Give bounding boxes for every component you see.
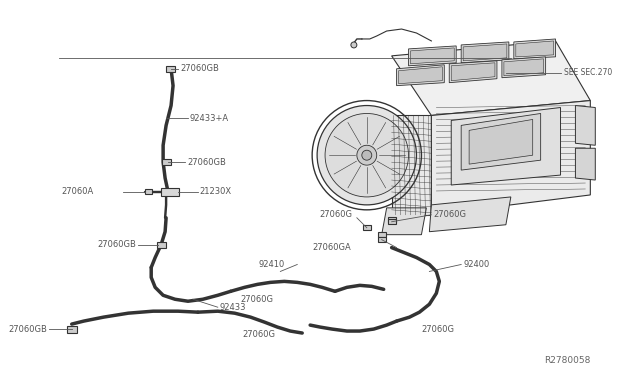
Polygon shape xyxy=(461,42,509,63)
Polygon shape xyxy=(449,61,497,83)
Text: 21230X: 21230X xyxy=(200,187,232,196)
Circle shape xyxy=(317,106,417,205)
Polygon shape xyxy=(431,100,590,215)
Text: 27060GB: 27060GB xyxy=(97,240,136,249)
Polygon shape xyxy=(399,67,442,84)
Text: 27060GB: 27060GB xyxy=(8,324,47,334)
Bar xyxy=(67,326,77,333)
Text: 27060A: 27060A xyxy=(61,187,93,196)
Text: 27060G: 27060G xyxy=(433,210,467,219)
Text: SEE SEC.270: SEE SEC.270 xyxy=(563,68,612,77)
Polygon shape xyxy=(575,148,595,180)
Polygon shape xyxy=(381,208,426,235)
Text: 92433+A: 92433+A xyxy=(190,114,229,123)
Text: 92433: 92433 xyxy=(220,303,246,312)
Polygon shape xyxy=(504,59,543,76)
Circle shape xyxy=(351,42,357,48)
Bar xyxy=(363,225,371,230)
Polygon shape xyxy=(451,63,495,81)
Text: 27060G: 27060G xyxy=(243,330,276,339)
Circle shape xyxy=(325,113,408,197)
Text: 92410: 92410 xyxy=(259,260,285,269)
Bar xyxy=(161,188,179,196)
Bar xyxy=(378,237,386,242)
Polygon shape xyxy=(451,108,561,185)
Bar xyxy=(388,219,396,224)
Bar xyxy=(157,242,166,248)
Bar xyxy=(162,159,171,165)
Polygon shape xyxy=(429,197,511,232)
Bar xyxy=(388,217,396,222)
Text: 27060G: 27060G xyxy=(421,324,454,334)
Bar xyxy=(166,66,175,72)
Text: 27060GB: 27060GB xyxy=(187,158,226,167)
Text: 27060GA: 27060GA xyxy=(312,243,351,252)
Polygon shape xyxy=(392,41,590,115)
Bar xyxy=(145,189,152,195)
Text: R2780058: R2780058 xyxy=(544,356,590,365)
Polygon shape xyxy=(410,48,454,64)
Text: 27060G: 27060G xyxy=(319,210,352,219)
Polygon shape xyxy=(516,41,554,57)
Polygon shape xyxy=(575,106,595,145)
Polygon shape xyxy=(502,57,546,78)
Polygon shape xyxy=(392,115,431,215)
Circle shape xyxy=(357,145,377,165)
Bar xyxy=(378,232,386,237)
Polygon shape xyxy=(463,44,507,61)
Text: 92400: 92400 xyxy=(463,260,490,269)
Text: 27060GB: 27060GB xyxy=(180,64,219,73)
Polygon shape xyxy=(461,113,541,170)
Polygon shape xyxy=(397,65,444,86)
Text: 27060G: 27060G xyxy=(241,295,274,304)
Circle shape xyxy=(362,150,372,160)
Polygon shape xyxy=(514,39,556,59)
Polygon shape xyxy=(408,46,456,66)
Polygon shape xyxy=(469,119,532,164)
